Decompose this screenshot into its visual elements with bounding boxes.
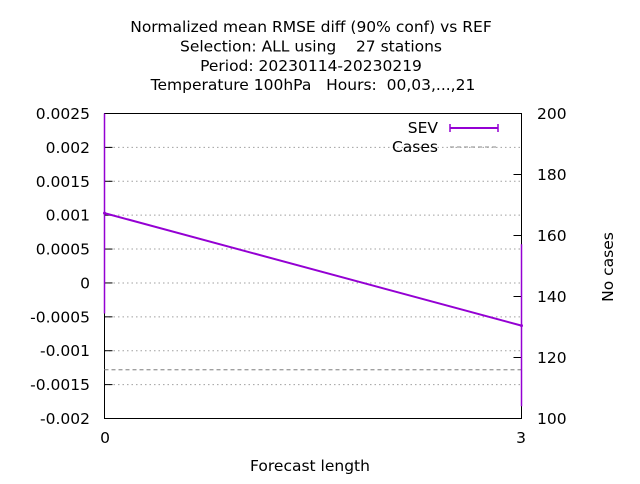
y-tick-label: 0.001	[46, 207, 90, 225]
y2-tick-label: 100	[537, 410, 567, 428]
y-tick-label: -0.0015	[30, 376, 90, 394]
y2-tick-label: 180	[537, 166, 567, 184]
sev-line	[104, 212, 522, 327]
legend-label-sev: SEV	[408, 119, 439, 137]
y2-tick-label: 120	[537, 349, 567, 367]
y-tick-label: -0.001	[40, 342, 90, 360]
y-tick-label: 0.0025	[36, 105, 90, 123]
chart-title-line-3: Period: 20230114-20230219	[200, 57, 422, 75]
y-tick-label: 0	[80, 274, 90, 292]
y2-tick-labels: 200 180 160 140 120 100	[537, 105, 567, 428]
chart-title-line-4: Temperature 100hPa Hours: 00,03,...,21	[150, 76, 476, 94]
y-tick-labels: 0.0025 0.002 0.0015 0.001 0.0005 0 -0.00…	[30, 105, 90, 428]
y2-tick-label: 160	[537, 227, 567, 245]
y-tick-label: 0.002	[46, 139, 90, 157]
y2-tick-label: 140	[537, 288, 567, 306]
sev-series	[103, 113, 523, 407]
y-tick-label: -0.002	[40, 410, 90, 428]
grid-lines	[104, 146, 522, 386]
legend-label-cases: Cases	[392, 138, 438, 156]
plot-frame	[104, 113, 522, 419]
chart-title-line-2: Selection: ALL using 27 stations	[180, 38, 442, 56]
legend: SEV Cases	[392, 119, 499, 156]
tick-marks	[104, 113, 522, 419]
y-tick-label: 0.0005	[36, 241, 90, 259]
chart-title-line-1: Normalized mean RMSE diff (90% conf) vs …	[130, 18, 492, 36]
y2-axis-label: No cases	[599, 232, 617, 302]
y-tick-label: -0.0005	[30, 308, 90, 326]
y2-tick-label: 200	[537, 105, 567, 123]
x-tick-label: 0	[100, 429, 110, 447]
sev-point	[103, 211, 106, 215]
x-tick-label: 3	[516, 429, 526, 447]
legend-sample-sev	[449, 124, 499, 132]
sev-point	[520, 324, 523, 328]
y-tick-label: 0.0015	[36, 173, 90, 191]
x-axis-label: Forecast length	[250, 457, 370, 475]
